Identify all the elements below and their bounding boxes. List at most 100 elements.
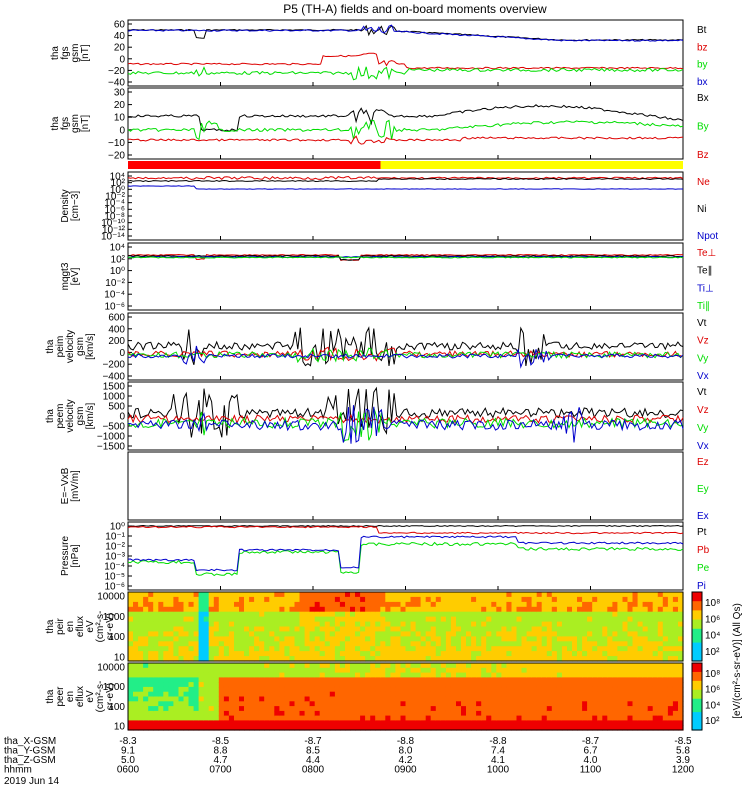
spectrogram-cell [193,651,200,657]
spectrogram-cell [622,667,629,674]
spectrogram-cell [592,710,598,717]
spectrogram-cell [425,656,432,662]
spectrogram-cell [400,601,407,608]
spectrogram-cell [678,596,684,603]
spectrogram-cell [430,672,437,678]
colorbar-step [692,721,702,724]
spectrogram-cell [339,682,346,688]
spectrogram-cell [228,706,235,712]
spectrogram-cell [667,606,674,613]
colorbar-step [692,685,702,689]
spectrogram-cell [138,663,144,669]
spectrogram-cell [304,691,311,698]
spectrogram-cell [430,641,437,647]
spectrogram-cell [506,710,512,717]
spectrogram-cell [168,720,174,726]
spectrogram-cell [526,667,533,674]
spectrogram-cell [662,592,669,598]
spectrogram-cell [587,715,593,721]
spectrogram-cell [657,656,664,662]
spectrogram-cell [541,715,548,721]
spectrogram-cell [239,663,245,669]
spectrogram-cell [647,663,654,669]
spectrogram-cell [304,626,311,632]
spectrogram-cell [239,691,245,698]
spectrogram-cell [319,636,326,642]
spectrogram-cell [466,667,472,674]
spectrogram-cell [345,596,351,603]
spectrogram-cell [360,646,366,652]
spectrogram-cell [314,626,321,632]
spectrogram-cell [314,592,321,598]
series-te-par [128,254,684,261]
series-te-perp [127,253,684,261]
spectrogram-cell [536,616,543,623]
spectrogram-cell [612,601,618,608]
spectrogram-cell [203,631,210,637]
spectrogram-cell [213,606,220,613]
spectrogram-cell [294,691,301,698]
legend-label: Ni [697,204,706,215]
spectrogram-cell [269,663,275,669]
spectrogram-cell [188,626,195,632]
spectrogram-cell [329,677,336,683]
spectrogram-cell [476,651,482,657]
spectrogram-cell [274,691,280,698]
spectrogram-cell [339,677,346,683]
spectrogram-cell [617,696,623,702]
legend-label: Pt [697,527,707,538]
series-vx-e [127,405,684,444]
spectrogram-cell [360,701,366,707]
spectrogram-cell [365,667,371,674]
spectrogram-cell [264,651,270,657]
spectrogram-cell [304,601,311,608]
spectrogram-cell [561,621,568,628]
spectrogram-cell [198,611,205,618]
series-vx [127,345,684,369]
spectrogram-cell [481,646,487,652]
spectrogram-cell [678,667,684,674]
spectrogram-cell [350,646,356,652]
spectrogram-cell [178,631,185,637]
spectrogram-cell [440,686,447,693]
spectrogram-cell [274,715,280,721]
spectrogram-cell [208,691,215,698]
spectrogram-cell [672,706,679,712]
spectrogram-cell [587,682,593,688]
spectrogram-cell [208,611,215,618]
spectrogram-cell [587,691,593,698]
spectrogram-cell [158,663,164,669]
spectrogram-cell [254,616,260,623]
spectrogram-cell [592,621,598,628]
spectrogram-cell [410,611,417,618]
spectrogram-cell [375,696,381,702]
spectrogram-cell [612,592,618,598]
spectrogram-cell [511,641,518,647]
spectrogram-cell [314,682,321,688]
spectrogram-cell [284,682,290,688]
colorbar-step [692,626,702,630]
spectrogram-cell [501,710,507,717]
spectrogram-cell [425,672,432,678]
spectrogram-cell [466,616,472,623]
spectrogram-cell [592,631,598,637]
spectrogram-cell [274,686,280,693]
spectrogram-cell [168,672,174,678]
spectrogram-cell [481,715,487,721]
spectrogram-cell [471,646,477,652]
spectrogram-cell [360,706,366,712]
spectrogram-cell [526,631,533,637]
spectrogram-cell [218,611,225,618]
spectrogram-cell [324,592,331,598]
spectrogram-cell [425,651,432,657]
spectrogram-cell [133,667,139,674]
spectrogram-cell [198,701,205,707]
spectrogram-cell [622,725,629,731]
spectrogram-cell [461,606,467,613]
spectrogram-cell [672,616,679,623]
spectrogram-cell [143,651,149,657]
spectrogram-cell [461,592,467,598]
spectrogram-cell [456,596,462,603]
spectrogram-cell [400,626,407,632]
spectrogram-cell [128,596,134,603]
